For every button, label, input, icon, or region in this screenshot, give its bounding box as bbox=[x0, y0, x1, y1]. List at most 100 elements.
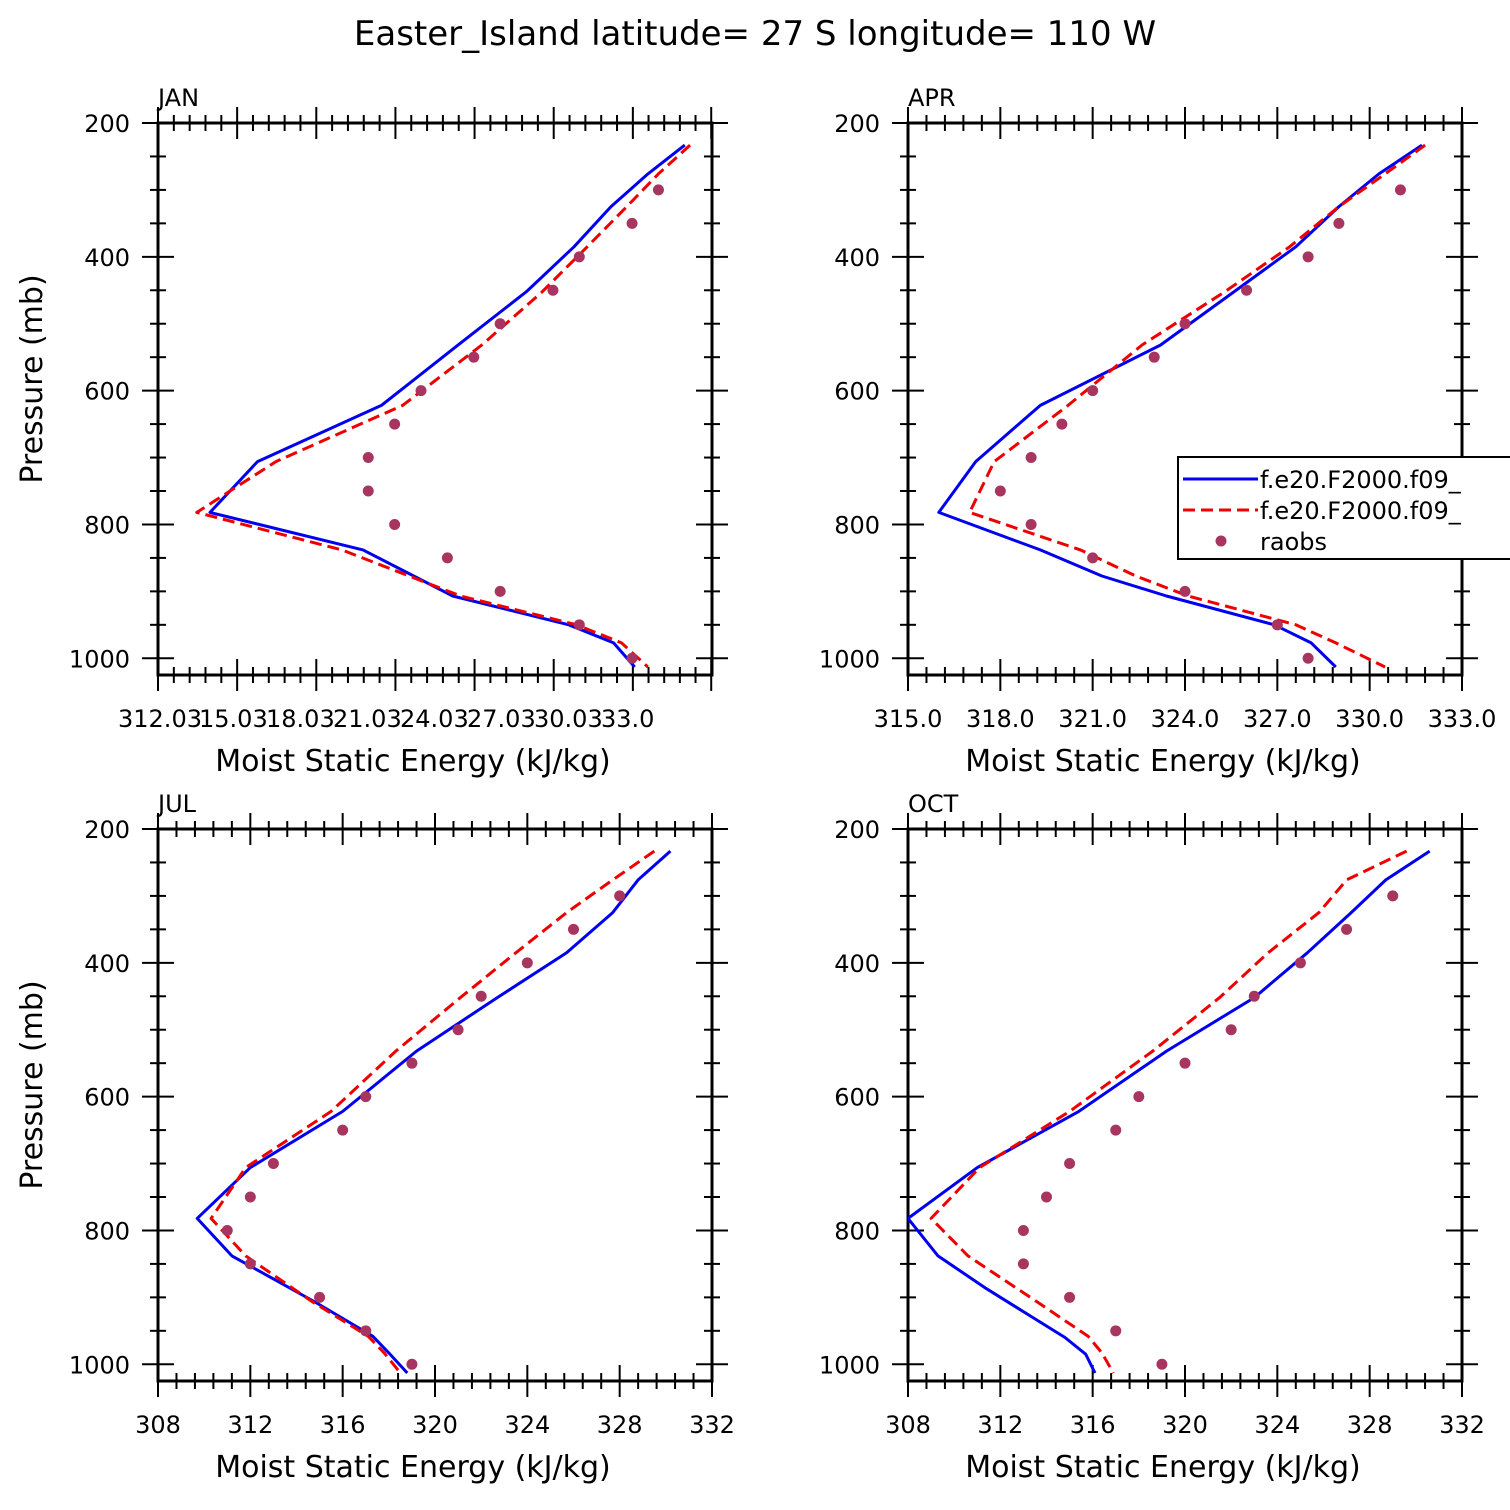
x-tick-label: 328 bbox=[597, 1411, 643, 1439]
x-tick-label: 330.0 bbox=[1335, 705, 1404, 733]
raobs-point bbox=[1302, 251, 1314, 263]
x-tick-label: 312.03 bbox=[118, 705, 202, 733]
y-tick-label: 1000 bbox=[819, 645, 880, 673]
model2-line bbox=[209, 849, 656, 1374]
raobs-point bbox=[521, 957, 533, 969]
raobs-point bbox=[652, 184, 664, 196]
raobs-point bbox=[337, 1124, 349, 1136]
raobs-point bbox=[314, 1291, 326, 1303]
model1-line bbox=[908, 849, 1431, 1374]
raobs-point bbox=[1041, 1191, 1052, 1203]
raobs-point bbox=[1110, 1124, 1122, 1136]
raobs-point bbox=[494, 318, 506, 330]
x-axis-label: Moist Static Energy (kJ/kg) bbox=[215, 1450, 611, 1485]
raobs-point bbox=[389, 518, 401, 530]
x-tick-label: 321.0 bbox=[1058, 705, 1127, 733]
series-group bbox=[195, 849, 672, 1375]
x-tick-label: 27.03 bbox=[467, 705, 536, 733]
x-tick-label: 21.03 bbox=[333, 705, 402, 733]
x-tick-label: 324 bbox=[1254, 1411, 1300, 1439]
y-tick-label: 200 bbox=[834, 110, 880, 138]
series-group bbox=[908, 849, 1431, 1374]
y-tick-label: 1000 bbox=[69, 645, 130, 673]
model1-line bbox=[208, 143, 686, 668]
raobs-point bbox=[573, 251, 585, 263]
raobs-point bbox=[1179, 585, 1191, 597]
x-tick-label: 332 bbox=[689, 1411, 735, 1439]
model2-line bbox=[195, 143, 692, 669]
panel-apr: APR 200 400 600 800 1000 315.0 318.0 321.0 324.0 3… bbox=[819, 84, 1496, 779]
y-tick-label: 400 bbox=[84, 950, 130, 978]
x-axis-label: Moist Static Energy (kJ/kg) bbox=[965, 744, 1361, 779]
raobs-point bbox=[1017, 1258, 1029, 1270]
x-tick-label: 316 bbox=[320, 1411, 366, 1439]
raobs-point bbox=[1025, 518, 1037, 530]
x-tick-label: 328 bbox=[1347, 1411, 1393, 1439]
raobs-point bbox=[1025, 452, 1037, 464]
panel-jan: JAN 200 400 600 800 1000 312.0315.0318.0321.03… bbox=[15, 84, 728, 779]
y-tick-label: 400 bbox=[84, 244, 130, 272]
raobs-point bbox=[1087, 552, 1099, 564]
y-tick-label: 800 bbox=[84, 1217, 130, 1245]
y-tick-label: 1000 bbox=[69, 1351, 130, 1379]
x-axis-label: Moist Static Energy (kJ/kg) bbox=[965, 1450, 1361, 1485]
x-tick-label: 315.0 bbox=[874, 705, 943, 733]
raobs-point bbox=[452, 1024, 464, 1036]
raobs-point bbox=[1064, 1158, 1076, 1170]
raobs-point bbox=[360, 1325, 372, 1337]
panel-oct: OCT 200 400 600 800 1000 308 312 316 320 324 328 332… bbox=[819, 790, 1485, 1485]
series-group bbox=[937, 143, 1426, 669]
raobs-point bbox=[1133, 1091, 1145, 1103]
legend-label: f.e20.F2000.f09_ bbox=[1260, 466, 1462, 494]
x-tick-label: 308 bbox=[885, 1411, 931, 1439]
x-tick-label: 15.03 bbox=[199, 705, 268, 733]
ticks bbox=[142, 813, 728, 1397]
x-tick-label: 308 bbox=[135, 1411, 181, 1439]
x-tick-label: 24.03 bbox=[400, 705, 469, 733]
x-tick-label: 320 bbox=[1162, 1411, 1208, 1439]
legend: f.e20.F2000.f09_ f.e20.F2000.f09_raobs bbox=[1177, 456, 1510, 560]
x-axis-label: Moist Static Energy (kJ/kg) bbox=[215, 744, 611, 779]
raobs-point bbox=[244, 1258, 256, 1270]
raobs-point bbox=[406, 1057, 418, 1069]
raobs-point bbox=[573, 619, 585, 631]
x-tick-label: 316 bbox=[1070, 1411, 1116, 1439]
y-axis-label: Pressure (mb) bbox=[15, 274, 50, 483]
panel-label: APR bbox=[908, 84, 956, 112]
legend-raobs-marker bbox=[1215, 535, 1227, 547]
x-tick-label: 324.0 bbox=[1151, 705, 1220, 733]
raobs-point bbox=[441, 552, 453, 564]
y-axis-label: Pressure (mb) bbox=[15, 980, 50, 1189]
raobs-point bbox=[1017, 1224, 1029, 1236]
y-tick-label: 600 bbox=[84, 1084, 130, 1112]
y-tick-label: 800 bbox=[834, 511, 880, 539]
x-tick-label: 333.0 bbox=[1428, 705, 1497, 733]
y-tick-label: 600 bbox=[834, 1084, 880, 1112]
raobs-point bbox=[1341, 923, 1353, 935]
y-tick-label: 400 bbox=[834, 244, 880, 272]
raobs-point bbox=[475, 990, 487, 1002]
raobs-point bbox=[994, 485, 1006, 497]
model2-line bbox=[968, 143, 1426, 669]
panels: JAN 200 400 600 800 1000 312.0315.0318.0321.03… bbox=[15, 84, 1496, 1485]
raobs-point bbox=[1241, 284, 1253, 296]
raobs-point bbox=[406, 1358, 418, 1370]
x-tick-label: 332 bbox=[1439, 1411, 1485, 1439]
x-tick-label: 320 bbox=[412, 1411, 458, 1439]
legend-box bbox=[1177, 456, 1510, 560]
model1-line bbox=[195, 849, 672, 1375]
raobs-point bbox=[389, 418, 401, 430]
plot-frame bbox=[156, 121, 714, 677]
raobs-point bbox=[1064, 1291, 1076, 1303]
raobs-point bbox=[547, 284, 559, 296]
x-tick-label: 33.0 bbox=[601, 705, 654, 733]
raobs-point bbox=[626, 217, 638, 229]
x-tick-label: 312 bbox=[977, 1411, 1023, 1439]
y-tick-label: 200 bbox=[84, 816, 130, 844]
raobs-point bbox=[1056, 418, 1068, 430]
y-tick-label: 600 bbox=[834, 378, 880, 406]
series-group bbox=[195, 143, 692, 669]
raobs-point bbox=[1387, 890, 1399, 902]
raobs-point bbox=[267, 1158, 279, 1170]
x-tick-label: 318.0 bbox=[966, 705, 1035, 733]
